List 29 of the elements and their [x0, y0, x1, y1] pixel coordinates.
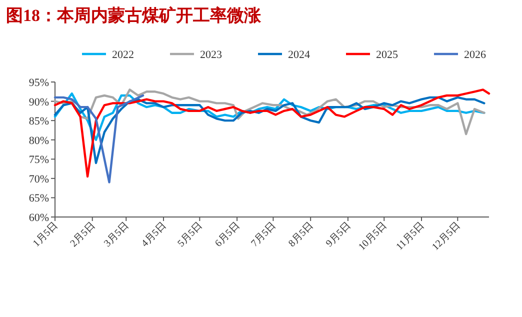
y-tick-label: 90%: [28, 96, 49, 108]
legend-label: 2023: [200, 49, 222, 61]
y-tick-label: 85%: [28, 116, 49, 128]
line-series: [54, 92, 486, 141]
line-series: [54, 94, 144, 184]
chart-title: 图18：本周内蒙古煤矿开工率微涨: [6, 6, 262, 25]
x-tick-label: 10月5日: [356, 220, 390, 253]
legend-label: 2024: [288, 49, 310, 61]
x-tick-label: 5月5日: [176, 220, 205, 250]
y-tick-label: 95%: [28, 77, 49, 89]
y-tick-label: 80%: [28, 134, 49, 147]
line-series: [54, 88, 486, 136]
x-tick-label: 11月5日: [394, 220, 427, 253]
line-series: [54, 96, 486, 164]
legend-label: 2025: [376, 49, 398, 61]
x-tick-label: 8月5日: [286, 220, 316, 250]
y-tick-label: 70%: [28, 173, 49, 186]
x-tick-label: 4月5日: [140, 220, 169, 250]
y-tick-label: 65%: [28, 192, 49, 205]
x-tick-label: 12月5日: [430, 220, 463, 253]
x-tick-label: 2月5日: [68, 220, 98, 250]
legend-label: 2026: [464, 49, 486, 61]
x-tick-label: 9月5日: [324, 220, 354, 250]
x-tick-label: 7月5日: [249, 220, 278, 250]
legend-label: 2022: [112, 49, 134, 61]
line-series: [54, 88, 490, 178]
y-tick-label: 75%: [28, 154, 49, 166]
x-tick-label: 6月5日: [213, 220, 242, 250]
x-tick-label: 3月5日: [102, 220, 132, 250]
